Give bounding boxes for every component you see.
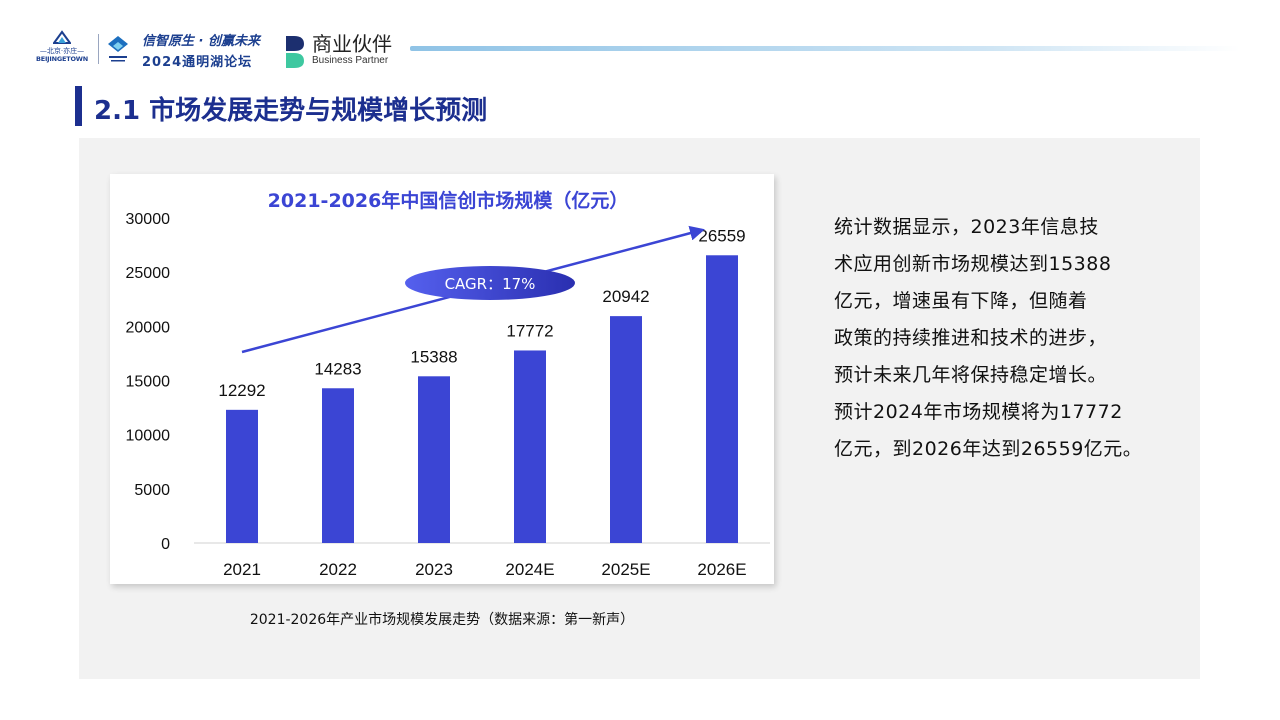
description-line: 预计未来几年将保持稳定增长。 xyxy=(834,364,1108,386)
chart-title: 2021-2026年中国信创市场规模（亿元） xyxy=(268,189,629,212)
chart-caption: 2021-2026年产业市场规模发展走势（数据来源：第一新声） xyxy=(249,612,635,628)
bars: 12292 14283 15388 17772 20942 26559 xyxy=(218,226,746,543)
mountain-icon xyxy=(53,30,71,44)
y-tick-label: 30000 xyxy=(126,211,171,228)
y-tick-label: 0 xyxy=(161,536,170,553)
bar xyxy=(418,376,450,543)
cagr-label: CAGR：17% xyxy=(445,275,536,293)
business-partner-icon xyxy=(286,36,304,68)
x-tick-label: 2026E xyxy=(697,560,746,579)
description-line: 亿元，到2026年达到26559亿元。 xyxy=(834,438,1143,460)
x-tick-label: 2025E xyxy=(601,560,650,579)
description-line: 亿元，增速虽有下降，但随着 xyxy=(834,290,1088,312)
description-line: 术应用创新市场规模达到15388 xyxy=(834,253,1112,275)
x-tick-label: 2023 xyxy=(415,560,453,579)
beijing-etown-logo: —北京·亦庄— BEIJINGETOWN xyxy=(34,30,90,66)
partner-cn: 商业伙伴 xyxy=(312,32,392,56)
forum-diamond-icon xyxy=(108,36,128,62)
description-line: 统计数据显示，2023年信息技 xyxy=(834,216,1099,238)
bj-logo-cn: —北京·亦庄— xyxy=(39,47,85,55)
bar-value-label: 12292 xyxy=(218,381,265,400)
header: —北京·亦庄— BEIJINGETOWN 信智原生 · 创赢未来 2024通明湖… xyxy=(0,0,1280,80)
bar-chart: 2021-2026年中国信创市场规模（亿元） 0 5000 10000 15000 20… xyxy=(126,189,770,579)
bar xyxy=(706,255,738,543)
y-tick-label: 10000 xyxy=(126,428,171,445)
description-text: 统计数据显示，2023年信息技 术应用创新市场规模达到15388 亿元，增速虽有… xyxy=(834,209,1174,468)
bar-value-label: 15388 xyxy=(410,347,457,366)
chart-card: 2021-2026年中国信创市场规模（亿元） 0 5000 10000 15000 20… xyxy=(110,174,774,584)
description-line: 政策的持续推进和技术的进步， xyxy=(834,327,1108,349)
x-axis: 2021 2022 2023 2024E 2025E 2026E xyxy=(223,560,747,579)
header-decorative-line xyxy=(410,46,1240,51)
partner-en: Business Partner xyxy=(312,55,389,66)
forum-logo-text: 信智原生 · 创赢未来 2024通明湖论坛 xyxy=(142,30,260,70)
bar-value-label: 20942 xyxy=(602,287,649,306)
bj-logo-en: BEIJINGETOWN xyxy=(35,55,89,63)
x-tick-label: 2022 xyxy=(319,560,357,579)
bar-value-label: 26559 xyxy=(698,226,745,245)
x-tick-label: 2024E xyxy=(505,560,554,579)
bar-value-label: 17772 xyxy=(506,321,553,340)
bar xyxy=(226,409,258,543)
bar xyxy=(610,316,642,543)
forum-slogan: 信智原生 · 创赢未来 xyxy=(142,34,260,49)
section-title: 2.1 市场发展走势与规模增长预测 xyxy=(94,96,488,126)
bar xyxy=(322,388,354,543)
business-partner-logo: 商业伙伴 Business Partner xyxy=(312,33,392,66)
description-line: 预计2024年市场规模将为17772 xyxy=(834,401,1123,423)
header-divider xyxy=(98,34,99,64)
forum-name: 2024通明湖论坛 xyxy=(142,55,253,70)
y-axis: 0 5000 10000 15000 20000 25000 30000 xyxy=(126,211,171,553)
bar xyxy=(514,350,546,543)
y-tick-label: 5000 xyxy=(134,482,170,499)
x-tick-label: 2021 xyxy=(223,560,261,579)
y-tick-label: 25000 xyxy=(126,265,171,282)
cagr-badge xyxy=(405,266,575,300)
bar-value-label: 14283 xyxy=(314,359,361,378)
y-tick-label: 20000 xyxy=(126,319,171,336)
section-title-bar xyxy=(75,86,82,126)
y-tick-label: 15000 xyxy=(126,374,171,391)
